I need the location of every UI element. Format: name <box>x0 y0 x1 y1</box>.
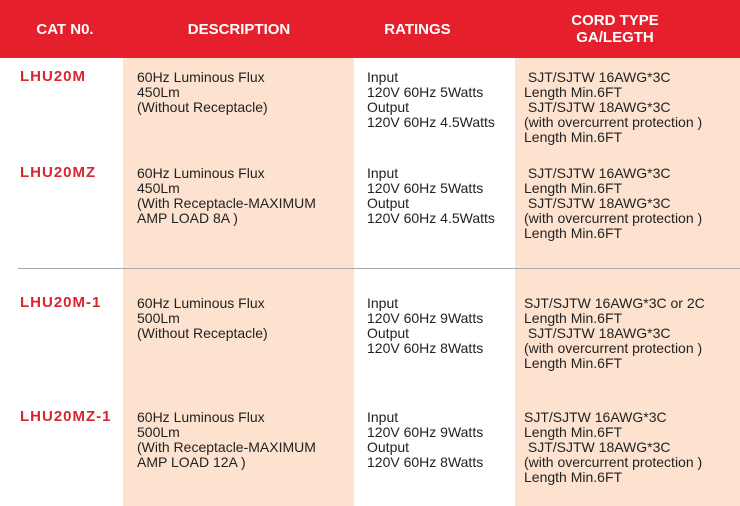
description-cell-line: 500Lm <box>137 424 180 440</box>
ratings-cell: Input 120V 60Hz 9Watts Output 120V 60Hz 8Wa… <box>367 410 483 470</box>
cord-type-cell-line: (with overcurrent protection ) <box>524 114 703 130</box>
description-cell-line: 60Hz Luminous Flux <box>137 165 265 181</box>
ratings-cell-line: 120V 60Hz 8Watts <box>367 340 484 356</box>
header-cord-type-line2: GA/LEGTH <box>576 29 654 46</box>
header-cord-type-line1: CORD TYPE <box>571 12 659 29</box>
ratings-cell-line: Input <box>367 69 399 85</box>
description-cell-line: (Without Receptacle) <box>137 99 268 115</box>
ratings-cell-line: 120V 60Hz 9Watts <box>367 310 484 326</box>
header-ratings: RATINGS <box>384 20 451 38</box>
header-description: DESCRIPTION <box>187 20 291 38</box>
cord-type-cell-line: (with overcurrent protection ) <box>524 340 703 356</box>
cat-no-cell: LHU20M-1 <box>20 294 102 311</box>
ratings-cell-line: Output <box>367 325 410 341</box>
cord-type-cell-line: SJT/SJTW 16AWG*3C or 2C <box>524 295 705 311</box>
ratings-cell-line: Input <box>367 165 399 181</box>
ratings-cell-line: Output <box>367 99 410 115</box>
cord-type-cell: SJT/SJTW 16AWG*3C Length Min.6FT SJT/SJTW… <box>524 410 702 485</box>
cord-type-cell-line: SJT/SJTW 16AWG*3C <box>524 409 667 425</box>
ratings-cell: Input 120V 60Hz 5Watts Output 120V 60Hz 4.5… <box>367 166 495 226</box>
cord-type-cell-line: Length Min.6FT <box>524 84 623 100</box>
description-cell: 60Hz Luminous Flux 500Lm (With Receptacle-… <box>137 410 316 470</box>
description-cell-line: (Without Receptacle) <box>137 325 268 341</box>
description-cell-line: 60Hz Luminous Flux <box>137 295 265 311</box>
description-cell: 60Hz Luminous Flux 500Lm (Without Receptac… <box>137 296 268 341</box>
cord-type-cell-line: SJT/SJTW 18AWG*3C <box>524 439 671 455</box>
description-cell-line: 500Lm <box>137 310 180 326</box>
description-cell-line: AMP LOAD 8A ) <box>137 210 238 226</box>
cord-type-cell-line: Length Min.6FT <box>524 310 623 326</box>
cord-type-cell-line: (with overcurrent protection ) <box>524 210 703 226</box>
cord-type-cell: SJT/SJTW 16AWG*3C Length Min.6FT SJT/SJTW… <box>524 70 702 145</box>
description-cell-line: 450Lm <box>137 180 180 196</box>
ratings-cell-line: 120V 60Hz 5Watts <box>367 180 484 196</box>
cat-no-cell: LHU20MZ-1 <box>20 408 112 425</box>
cord-type-cell-line: Length Min.6FT <box>524 225 623 241</box>
description-cell: 60Hz Luminous Flux 450Lm (With Receptacle-… <box>137 166 316 226</box>
cord-type-cell: SJT/SJTW 16AWG*3C or 2C Length Min.6FT SJ… <box>524 296 705 371</box>
cord-type-cell-line: Length Min.6FT <box>524 180 623 196</box>
ratings-cell-line: 120V 60Hz 5Watts <box>367 84 484 100</box>
description-cell-line: (With Receptacle-MAXIMUM <box>137 195 316 211</box>
cord-type-cell-line: (with overcurrent protection ) <box>524 454 703 470</box>
cord-type-cell-line: Length Min.6FT <box>524 424 623 440</box>
description-cell-line: AMP LOAD 12A ) <box>137 454 246 470</box>
cord-type-cell-line: Length Min.6FT <box>524 355 623 371</box>
cord-type-cell-line: SJT/SJTW 18AWG*3C <box>524 195 671 211</box>
ratings-cell: Input 120V 60Hz 5Watts Output 120V 60Hz 4.5… <box>367 70 495 130</box>
description-cell: 60Hz Luminous Flux 450Lm (Without Receptac… <box>137 70 268 115</box>
ratings-cell: Input 120V 60Hz 9Watts Output 120V 60Hz 8Wa… <box>367 296 483 356</box>
cord-type-cell-line: SJT/SJTW 18AWG*3C <box>524 325 671 341</box>
header-cord-type: CORD TYPE GA/LEGTH <box>510 0 720 58</box>
description-column-bg <box>123 58 354 506</box>
description-cell-line: 450Lm <box>137 84 180 100</box>
header-cat-no: CAT N0. <box>36 20 94 38</box>
cord-type-cell: SJT/SJTW 16AWG*3C Length Min.6FT SJT/SJTW… <box>524 166 702 241</box>
description-cell-line: (With Receptacle-MAXIMUM <box>137 439 316 455</box>
ratings-cell-line: 120V 60Hz 8Watts <box>367 454 484 470</box>
cord-type-cell-line: SJT/SJTW 16AWG*3C <box>524 165 671 181</box>
table-header: CAT N0. DESCRIPTION RATINGS CORD TYPE GA… <box>0 0 740 58</box>
ratings-cell-line: Output <box>367 195 410 211</box>
cord-column-bg <box>515 58 740 506</box>
ratings-cell-line: Output <box>367 439 410 455</box>
ratings-cell-line: 120V 60Hz 4.5Watts <box>367 210 495 226</box>
description-cell-line: 60Hz Luminous Flux <box>137 69 265 85</box>
ratings-cell-line: Input <box>367 409 399 425</box>
description-cell-line: 60Hz Luminous Flux <box>137 409 265 425</box>
ratings-cell-line: Input <box>367 295 399 311</box>
cord-type-cell-line: Length Min.6FT <box>524 469 623 485</box>
cord-type-cell-line: SJT/SJTW 18AWG*3C <box>524 99 671 115</box>
ratings-cell-line: 120V 60Hz 9Watts <box>367 424 484 440</box>
cord-type-cell-line: SJT/SJTW 16AWG*3C <box>524 69 671 85</box>
cord-type-cell-line: Length Min.6FT <box>524 129 623 145</box>
ratings-cell-line: 120V 60Hz 4.5Watts <box>367 114 495 130</box>
cat-no-cell: LHU20M <box>20 68 87 85</box>
row-group-divider <box>18 268 740 269</box>
cat-no-cell: LHU20MZ <box>20 164 97 181</box>
